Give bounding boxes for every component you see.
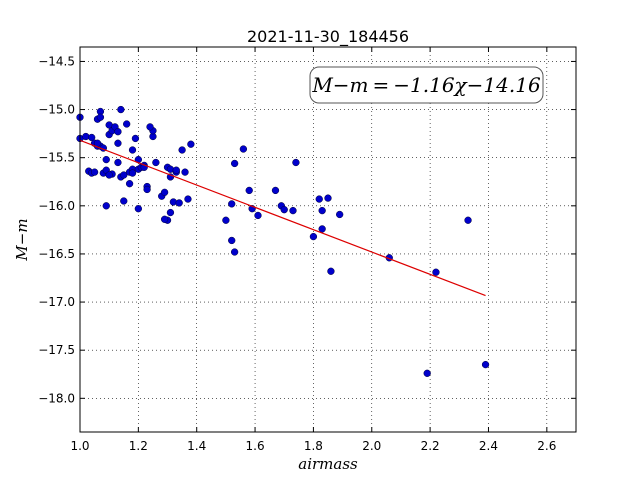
y-tick-label: −15.5 [38, 151, 75, 165]
data-point [88, 133, 96, 142]
data-point [230, 159, 239, 168]
data-point [187, 140, 195, 148]
data-point [230, 248, 239, 256]
data-point [481, 360, 490, 369]
data-point [324, 194, 332, 202]
data-point [228, 236, 236, 245]
x-tick-label: 2.4 [479, 439, 498, 453]
data-point [178, 146, 186, 154]
data-point [128, 169, 137, 177]
data-point [123, 120, 131, 128]
axis-ticks: 1.0 1.2 1.4 1.6 1.8 2.0 2.2 2.4 2.6 −14.5 −15.0 −15… [38, 47, 576, 453]
data-point [423, 369, 431, 377]
data-point [175, 199, 183, 207]
data-point [280, 206, 288, 214]
y-tick-label: −16.5 [38, 247, 75, 261]
data-point [117, 105, 125, 114]
data-point [309, 232, 318, 241]
x-tick-label: 2.2 [421, 439, 440, 453]
data-point [292, 158, 300, 167]
data-point [184, 195, 192, 203]
data-point [464, 216, 472, 224]
data-points [76, 105, 490, 377]
data-point [245, 186, 253, 195]
data-point [254, 211, 262, 220]
data-point [143, 185, 151, 194]
data-point [315, 195, 323, 203]
data-point [114, 128, 122, 136]
data-point [152, 158, 160, 167]
x-tick-label: 1.8 [304, 439, 323, 453]
data-point [102, 155, 110, 164]
annotation-frame [309, 66, 544, 104]
y-tick-label: −18.0 [38, 391, 75, 405]
fit-equation: M−m = −1.16χ−14.16 [311, 73, 541, 97]
x-axis-label: airmass [298, 455, 358, 473]
data-point [131, 134, 140, 143]
data-point [114, 158, 122, 167]
x-tick-label: 1.6 [246, 439, 265, 453]
data-point [160, 188, 169, 196]
y-tick-label: −17.5 [38, 343, 75, 357]
y-axis-label: M−m [13, 218, 31, 261]
data-point [90, 168, 99, 176]
chart-title: 2021-11-30_184456 [247, 27, 409, 47]
data-point [105, 171, 113, 179]
y-tick-label: −15.0 [38, 103, 75, 117]
x-tick-label: 1.0 [70, 439, 89, 453]
x-tick-label: 1.4 [187, 439, 206, 453]
fit-line [79, 139, 486, 297]
grid-lines [79, 47, 576, 432]
x-tick-label: 2.0 [362, 439, 381, 453]
x-tick-label: 1.2 [129, 439, 148, 453]
data-point [102, 202, 110, 210]
data-point [166, 208, 175, 217]
data-point [318, 206, 326, 215]
data-point [120, 171, 128, 179]
data-point [289, 206, 297, 215]
data-point [160, 215, 169, 223]
data-point [271, 186, 280, 195]
y-tick-label: −16.0 [38, 199, 75, 213]
data-point [239, 145, 248, 153]
y-tick-label: −17.0 [38, 295, 75, 309]
data-point [146, 123, 154, 131]
data-point [228, 200, 236, 208]
data-point [120, 197, 128, 205]
data-point [128, 146, 137, 154]
fit-line-group [79, 139, 486, 297]
data-point [114, 139, 122, 147]
data-point [327, 267, 335, 275]
x-tick-label: 2.6 [537, 439, 556, 453]
data-point [336, 210, 344, 219]
data-point [125, 180, 134, 188]
data-point [134, 205, 143, 213]
data-point [318, 225, 326, 233]
plot-frame [79, 46, 577, 433]
data-point [181, 168, 189, 176]
data-point [96, 113, 105, 121]
annotation-box: M−m = −1.16χ−14.16 [309, 66, 544, 104]
data-point [222, 216, 230, 224]
data-point [432, 268, 440, 276]
y-tick-label: −14.5 [38, 54, 75, 68]
data-point [172, 166, 180, 174]
